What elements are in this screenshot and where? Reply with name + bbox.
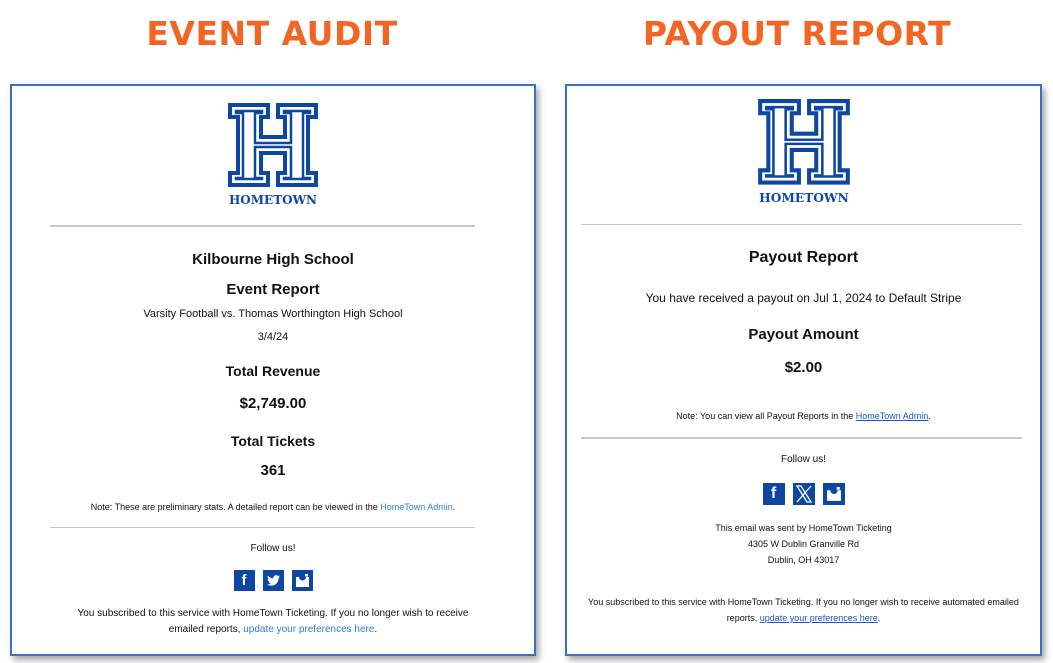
note-text: Note: You can view all Payout Reports in… <box>676 411 856 421</box>
facebook-icon[interactable]: f <box>233 570 255 591</box>
x-icon[interactable] <box>792 483 815 505</box>
amount-value: $2.00 <box>784 359 823 376</box>
tickets-value: 361 <box>260 462 286 479</box>
payout-message: You have received a payout on Jul 1, 202… <box>645 291 962 305</box>
divider <box>581 437 1022 439</box>
instagram-icon[interactable] <box>822 483 845 505</box>
divider <box>50 225 475 227</box>
update-preferences-link[interactable]: update your preferences here <box>759 613 878 623</box>
event-audit-heading: EVENT AUDIT <box>146 14 398 53</box>
facebook-icon[interactable]: f <box>762 483 785 505</box>
event-date: 3/4/24 <box>257 331 289 343</box>
follow-us: Follow us! <box>780 454 826 465</box>
school-name: Kilbourne High School <box>192 251 354 268</box>
hometown-admin-link[interactable]: HomeTown Admin <box>855 411 929 421</box>
revenue-label: Total Revenue <box>225 363 321 379</box>
h-logo-icon: HOMETOWN <box>757 99 850 205</box>
sent-by: This email was sent by HomeTown Ticketin… <box>715 523 892 533</box>
twitter-icon[interactable] <box>262 570 284 591</box>
event-audit-email: HOMETOWN Kilbourne High School Event Rep… <box>10 84 536 656</box>
subscribe-text: reports, <box>726 613 760 623</box>
amount-label: Payout Amount <box>748 326 859 343</box>
svg-text:HOMETOWN: HOMETOWN <box>759 191 849 205</box>
follow-us: Follow us! <box>250 543 296 554</box>
payout-report-email: HOMETOWN Payout Report You have received… <box>565 84 1042 656</box>
subscribe-text: emailed reports, <box>168 624 244 635</box>
revenue-value: $2,749.00 <box>239 395 307 412</box>
note-text: Note: These are preliminary stats. A det… <box>90 502 381 512</box>
event-name: Varsity Football vs. Thomas Worthington … <box>143 308 403 320</box>
note-end: . <box>928 411 931 421</box>
address-line-1: 4305 W Dublin Granville Rd <box>747 539 860 549</box>
note: Note: You can view all Payout Reports in… <box>567 411 1040 421</box>
subscribe-line-2: reports, update your preferences here. <box>567 613 1040 623</box>
tickets-label: Total Tickets <box>230 433 316 449</box>
instagram-icon[interactable] <box>291 570 313 591</box>
subscribe-line-1: You subscribed to this service with Home… <box>77 608 469 619</box>
subscribe-end: . <box>877 613 881 623</box>
address-line-2: Dublin, OH 43017 <box>767 555 840 565</box>
subscribe-line-1: You subscribed to this service with Home… <box>588 597 1019 607</box>
hometown-logo: HOMETOWN <box>228 103 318 212</box>
h-logo-icon: HOMETOWN <box>228 103 318 207</box>
divider <box>581 224 1022 225</box>
hometown-logo: HOMETOWN <box>757 99 851 210</box>
svg-text:HOMETOWN: HOMETOWN <box>229 193 317 207</box>
update-preferences-link[interactable]: update your preferences here <box>243 624 375 635</box>
note: Note: These are preliminary stats. A det… <box>12 502 534 512</box>
subscribe-line-2: emailed reports, update your preferences… <box>12 624 534 635</box>
note-end: . <box>452 502 456 512</box>
hometown-admin-link[interactable]: HomeTown Admin <box>380 502 453 512</box>
divider <box>50 527 475 528</box>
report-title: Payout Report <box>748 249 859 266</box>
subscribe-end: . <box>374 624 378 635</box>
report-title: Event Report <box>226 281 320 298</box>
payout-report-heading: PAYOUT REPORT <box>642 14 952 53</box>
